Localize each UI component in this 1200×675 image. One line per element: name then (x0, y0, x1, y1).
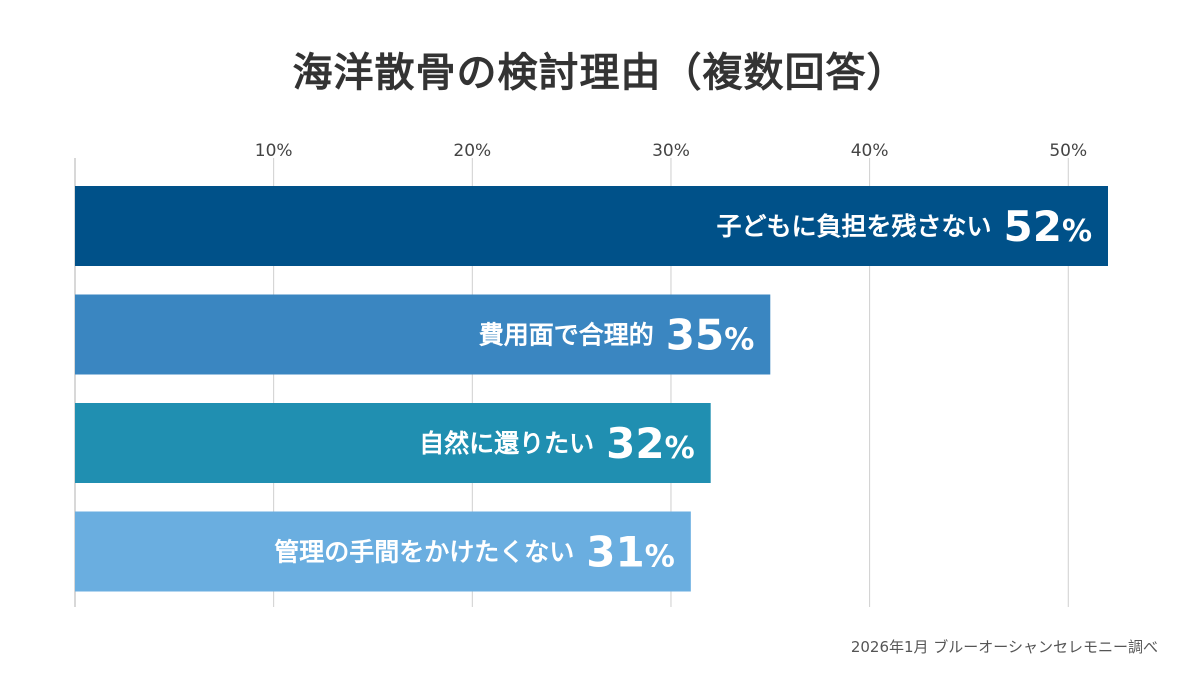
data-label-value: 52 (1003, 202, 1061, 251)
category-label: 自然に還りたい (419, 429, 594, 458)
bar-group: 32% 自然に還りたい (75, 403, 711, 483)
data-label: 31% (586, 528, 675, 577)
data-label: 35% (666, 311, 755, 360)
bar-group: 31% 管理の手間をかけたくない (75, 511, 691, 592)
data-label-value: 31 (586, 528, 644, 577)
x-tick-label: 50% (1049, 141, 1087, 161)
source-note: 2026年1月 ブルーオーシャンセレモニー調べ (850, 638, 1158, 656)
data-label-unit: % (724, 323, 754, 358)
x-tick-label: 20% (453, 141, 491, 161)
x-axis-ticks: 10% 20% 30% 40% 50% (255, 141, 1087, 161)
bar (75, 294, 771, 375)
data-label-value: 32 (606, 419, 664, 468)
bar-group: 52% 子どもに負担を残さない (75, 186, 1108, 266)
category-label: 管理の手間をかけたくない (274, 538, 574, 567)
data-label-value: 35 (666, 311, 724, 360)
x-tick-label: 30% (652, 141, 690, 161)
data-label-unit: % (1062, 214, 1092, 249)
category-label: 費用面で合理的 (478, 321, 654, 350)
data-label: 32% (606, 419, 695, 468)
bar (75, 186, 1108, 266)
bar (75, 511, 691, 592)
chart-title: 海洋散骨の検討理由（複数回答） (292, 50, 908, 96)
x-tick-label: 10% (255, 141, 293, 161)
x-tick-label: 40% (851, 141, 889, 161)
data-label-unit: % (665, 431, 695, 466)
bar-group: 35% 費用面で合理的 (75, 294, 771, 375)
category-label: 子どもに負担を残さない (716, 212, 991, 241)
data-label-unit: % (645, 540, 675, 575)
bar (75, 403, 711, 483)
bars: 52% 子どもに負担を残さない 35% 費用面で合理的 32% 自然に還りたい 31% 管理の… (75, 186, 1108, 592)
data-label: 52% (1003, 202, 1092, 251)
